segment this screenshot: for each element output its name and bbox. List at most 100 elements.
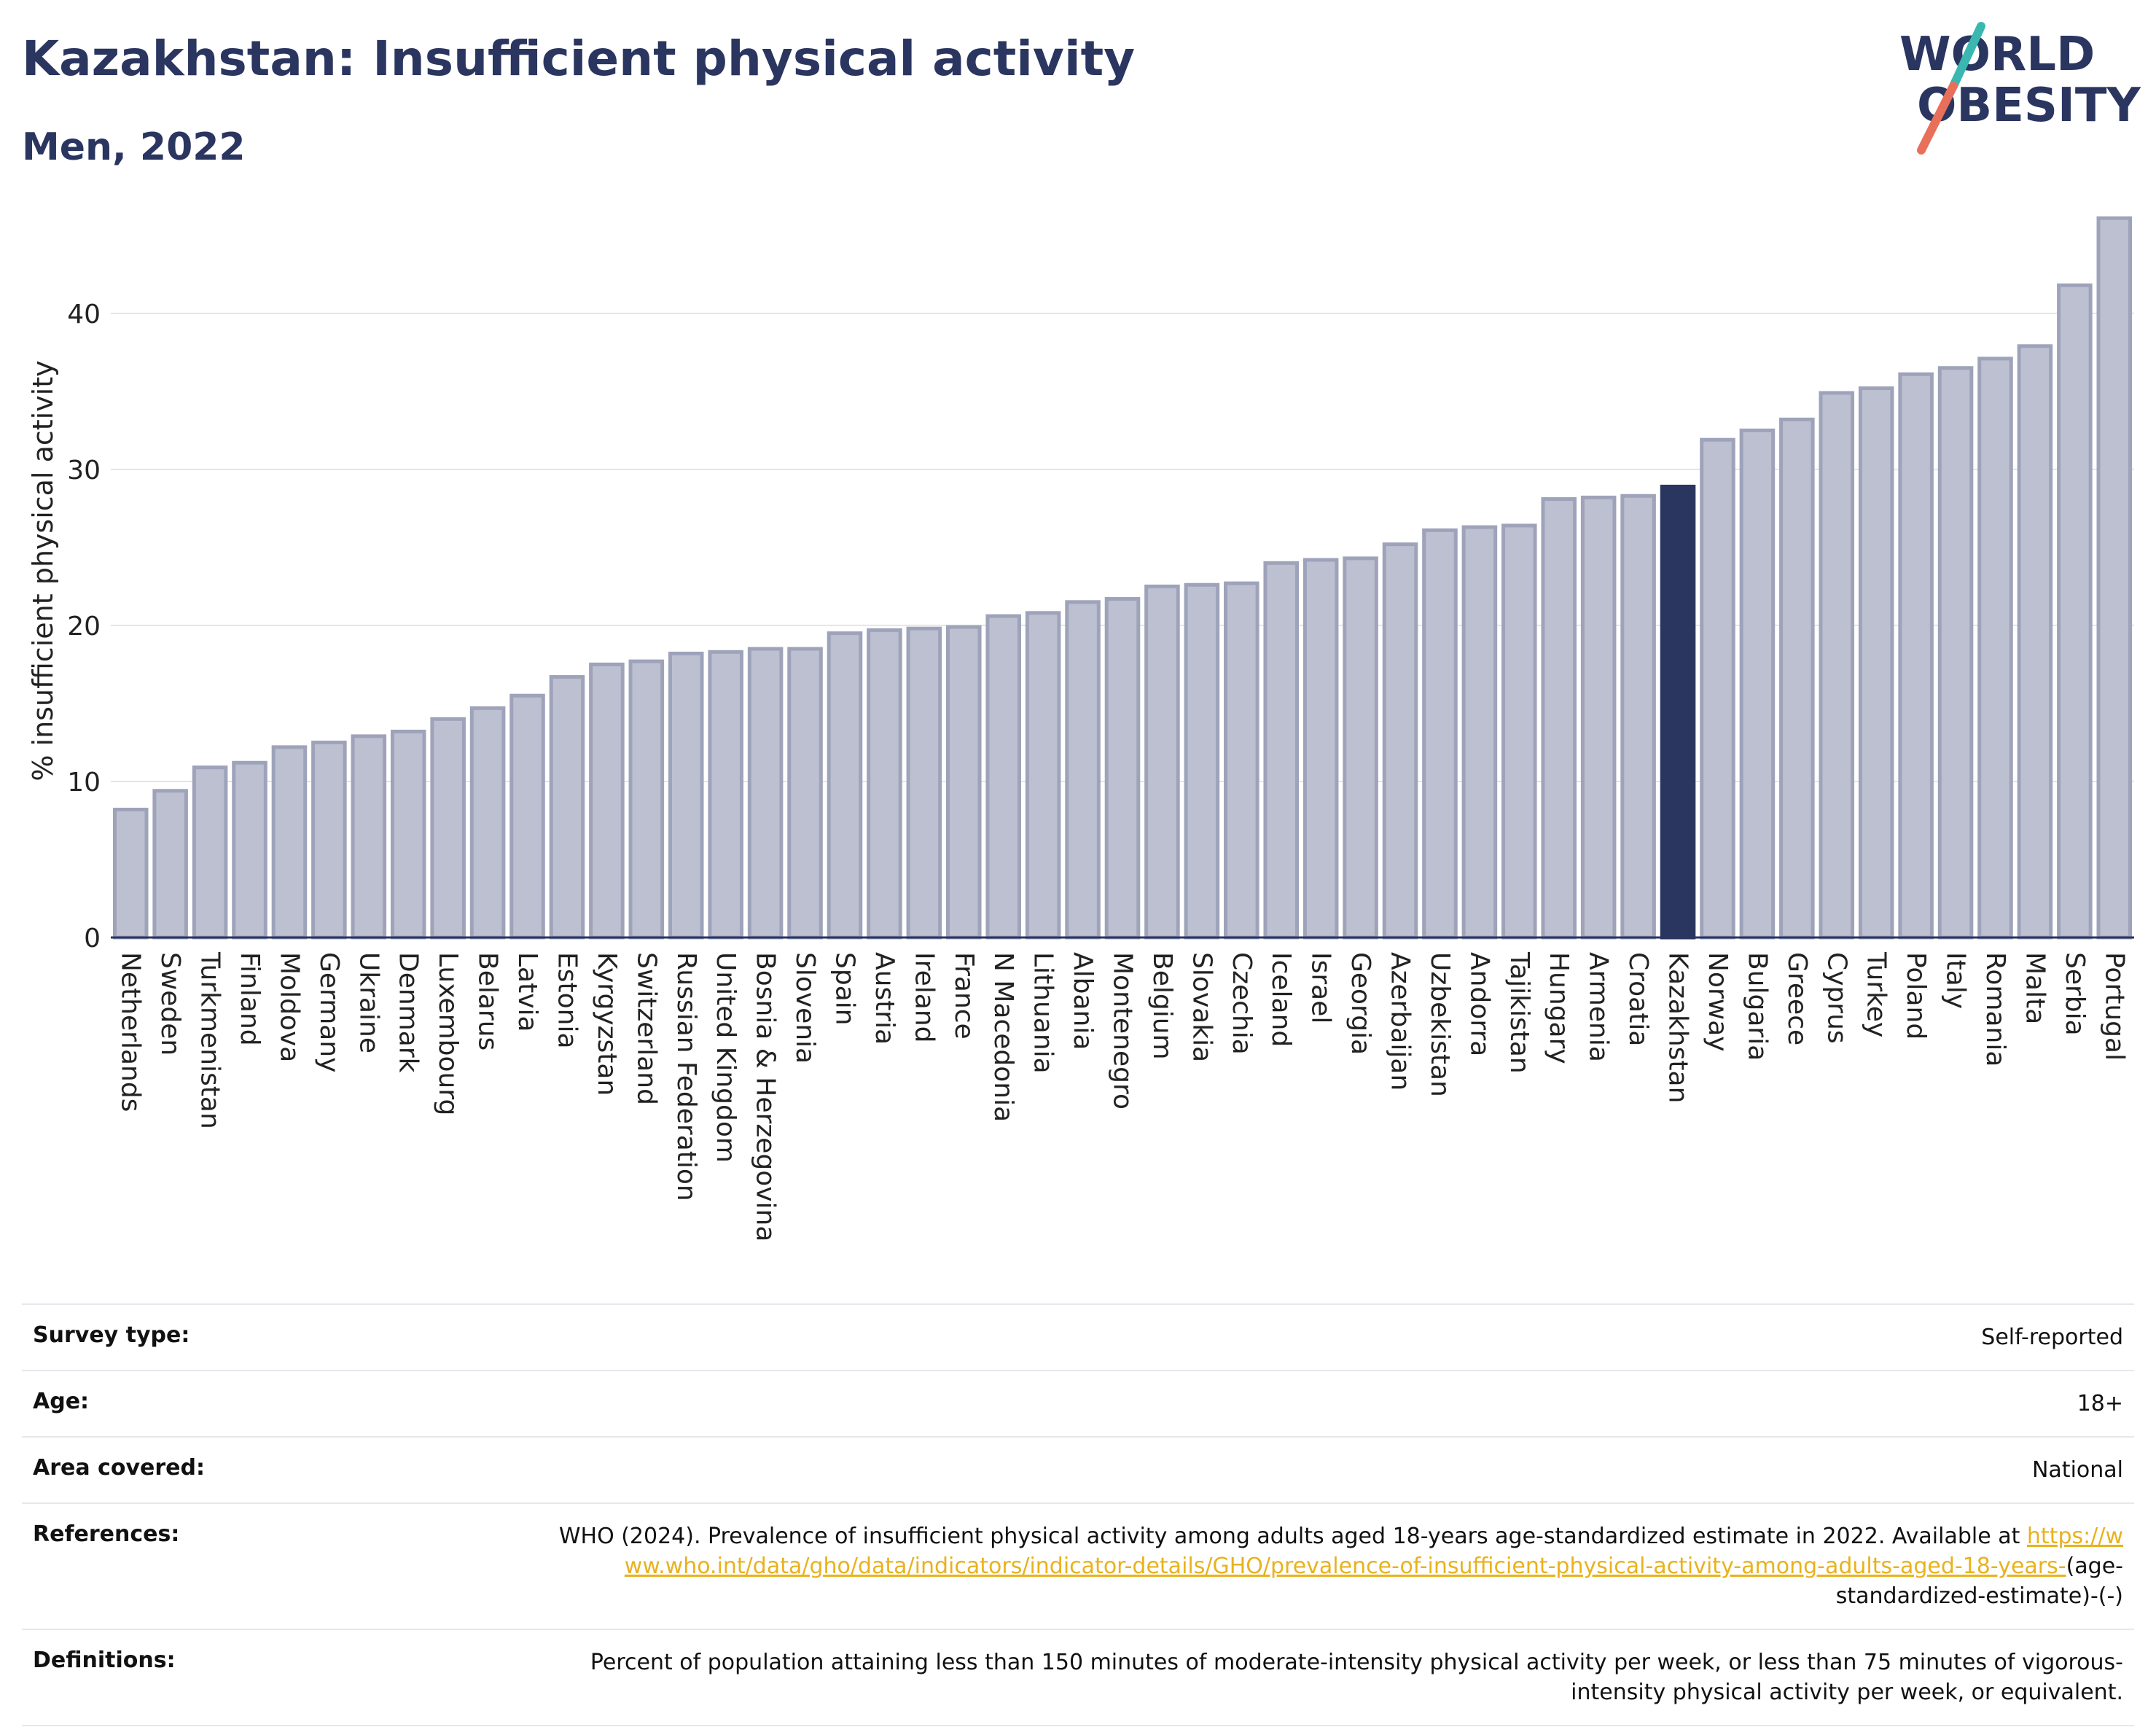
area-label: Area covered: bbox=[33, 1455, 205, 1481]
x-tick-label: Turkmenistan bbox=[195, 951, 225, 1129]
y-axis-title: % insufficient physical activity bbox=[27, 360, 59, 781]
x-tick-label: Poland bbox=[1901, 952, 1931, 1040]
definitions-value: Percent of population attaining less tha… bbox=[590, 1650, 2123, 1705]
logo-line-1: WORLD bbox=[1899, 28, 2095, 82]
x-tick-label: Moldova bbox=[274, 952, 304, 1062]
x-tick-label: Azerbaijan bbox=[1386, 952, 1415, 1091]
info-row-survey-type: Survey type: Self-reported bbox=[22, 1305, 2134, 1371]
x-tick-label: Switzerland bbox=[631, 952, 661, 1105]
bar bbox=[827, 631, 863, 940]
info-table: Survey type: Self-reported Age: 18+ Area… bbox=[22, 1303, 2134, 1726]
x-tick-label: Montenegro bbox=[1108, 952, 1138, 1110]
y-tick-label: 0 bbox=[84, 924, 101, 954]
survey-type-value: Self-reported bbox=[1981, 1325, 2123, 1350]
bar bbox=[1541, 497, 1577, 940]
bar bbox=[2096, 216, 2133, 940]
x-tick-label: Estonia bbox=[552, 952, 582, 1049]
bar bbox=[946, 625, 982, 940]
bar bbox=[1660, 484, 1696, 940]
x-tick-label: Uzbekistan bbox=[1425, 952, 1455, 1097]
bar bbox=[112, 807, 149, 940]
bar bbox=[1620, 494, 1656, 940]
x-tick-label: Finland bbox=[235, 952, 265, 1046]
bar bbox=[906, 626, 942, 940]
x-tick-label: Iceland bbox=[1266, 952, 1296, 1047]
bar bbox=[1700, 437, 1735, 940]
bar bbox=[1065, 600, 1101, 940]
x-tick-label: Israel bbox=[1306, 952, 1336, 1024]
x-tick-label: Cyprus bbox=[1821, 952, 1851, 1044]
bar bbox=[271, 745, 308, 940]
bar bbox=[1382, 542, 1418, 940]
x-tick-label: Kazakhstan bbox=[1663, 952, 1693, 1103]
x-tick-label: Sweden bbox=[155, 952, 185, 1056]
info-row-definitions: Definitions: Percent of population attai… bbox=[22, 1630, 2134, 1726]
bar bbox=[1343, 556, 1378, 940]
x-tick-label: Bulgaria bbox=[1742, 952, 1772, 1061]
x-tick-label: Serbia bbox=[2060, 952, 2090, 1036]
area-value: National bbox=[2031, 1457, 2123, 1483]
references-value: WHO (2024). Prevalence of insufficient p… bbox=[556, 1521, 2123, 1611]
bar bbox=[628, 659, 665, 940]
x-tick-label: Albania bbox=[1068, 952, 1098, 1050]
x-tick-label: N Macedonia bbox=[988, 952, 1018, 1122]
x-tick-label: Hungary bbox=[1544, 952, 1574, 1064]
info-row-area: Area covered: National bbox=[22, 1438, 2134, 1504]
bar bbox=[509, 693, 545, 940]
bar-chart-svg: 0 10 20 30 40 Netherlands Sweden Turkmenistan Fi… bbox=[27, 216, 2134, 1241]
x-tick-label: Kyrgyzstan bbox=[592, 952, 622, 1096]
page-subtitle: Men, 2022 bbox=[22, 125, 246, 169]
definitions-label: Definitions: bbox=[33, 1648, 176, 1673]
bar bbox=[549, 675, 585, 940]
logo-slash-coral bbox=[1917, 82, 1958, 155]
bar bbox=[985, 614, 1021, 940]
bar bbox=[2017, 344, 2053, 940]
bar bbox=[747, 647, 784, 940]
references-text: WHO (2024). Prevalence of insufficient p… bbox=[558, 1524, 2020, 1549]
x-tick-label: Belarus bbox=[473, 952, 503, 1050]
bar bbox=[152, 789, 188, 940]
bar bbox=[787, 647, 823, 940]
x-tick-label: Malta bbox=[2020, 952, 2050, 1024]
x-tick-label: Lithuania bbox=[1028, 952, 1058, 1074]
x-tick-label: Turkey bbox=[1862, 951, 1891, 1037]
bar-chart: 0 10 20 30 40 Netherlands Sweden Turkmenistan Fi… bbox=[0, 175, 2156, 1312]
bar bbox=[1302, 558, 1339, 940]
x-tick-label: Bosnia & Herzegovina bbox=[751, 952, 781, 1241]
info-row-age: Age: 18+ bbox=[22, 1371, 2134, 1438]
bar bbox=[1779, 417, 1815, 940]
x-tick-label: Austria bbox=[870, 952, 899, 1045]
x-tick-label: Andorra bbox=[1464, 952, 1494, 1056]
bar bbox=[390, 729, 426, 940]
x-tick-label: Denmark bbox=[394, 952, 423, 1073]
x-tick-label: Spain bbox=[829, 952, 859, 1026]
bar bbox=[1937, 366, 1974, 940]
world-obesity-logo: WORLD OBESITY bbox=[1895, 19, 2143, 157]
bar bbox=[708, 650, 743, 940]
bar bbox=[589, 662, 625, 940]
bar bbox=[311, 740, 347, 940]
x-tick-label: Belgium bbox=[1147, 952, 1177, 1060]
y-tick-label: 20 bbox=[67, 612, 101, 642]
bar bbox=[867, 628, 902, 940]
x-tick-label: United Kingdom bbox=[711, 952, 741, 1163]
x-tick-label: Latvia bbox=[512, 952, 542, 1032]
bar bbox=[430, 717, 466, 940]
bar bbox=[1858, 386, 1894, 940]
bar bbox=[1224, 581, 1259, 940]
x-tick-label: Luxembourg bbox=[433, 952, 463, 1115]
references-link[interactable]: https://www.who.int/data/gho/data/indica… bbox=[624, 1524, 2123, 1579]
bar bbox=[1977, 356, 2013, 940]
x-tick-label: Russian Federation bbox=[671, 952, 701, 1201]
bar bbox=[351, 734, 387, 940]
x-tick-label: Italy bbox=[1941, 952, 1971, 1009]
age-label: Age: bbox=[33, 1389, 90, 1414]
logo-slash-teal bbox=[1949, 22, 1985, 90]
x-tick-label: Slovenia bbox=[790, 952, 820, 1064]
y-tick-label: 30 bbox=[67, 456, 101, 486]
info-row-references: References: WHO (2024). Prevalence of in… bbox=[22, 1504, 2134, 1630]
y-tick-label: 10 bbox=[67, 768, 101, 798]
bar bbox=[192, 765, 228, 940]
page-title: Kazakhstan: Insufficient physical activi… bbox=[22, 31, 1136, 87]
x-tick-label: Germany bbox=[314, 952, 344, 1072]
